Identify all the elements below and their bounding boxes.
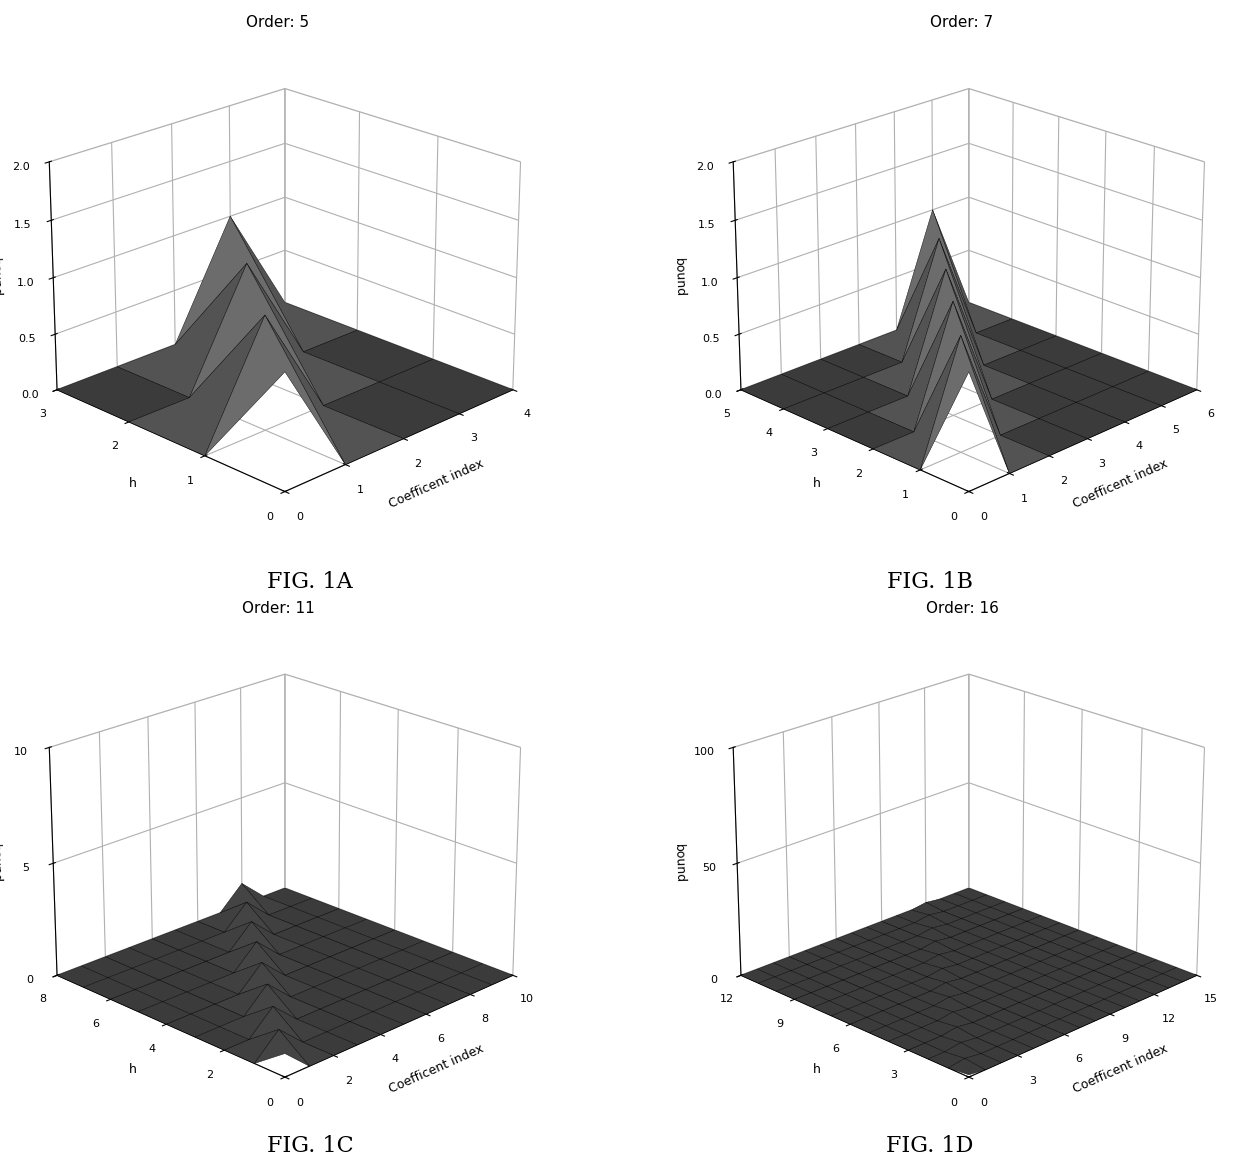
Y-axis label: h: h [129,1063,138,1076]
Text: FIG. 1C: FIG. 1C [267,1135,353,1157]
Text: FIG. 1A: FIG. 1A [267,571,353,593]
Title: Order: 5: Order: 5 [247,15,310,31]
X-axis label: Coefficent index: Coefficent index [1071,1042,1169,1096]
Title: Order: 7: Order: 7 [930,15,993,31]
X-axis label: Coefficent index: Coefficent index [387,457,486,510]
X-axis label: Coefficent index: Coefficent index [387,1042,486,1096]
Title: Order: 11: Order: 11 [242,600,315,616]
Y-axis label: h: h [813,477,821,490]
Y-axis label: h: h [813,1063,821,1076]
Title: Order: 16: Order: 16 [925,600,998,616]
Y-axis label: h: h [129,477,138,490]
Text: FIG. 1B: FIG. 1B [887,571,973,593]
Text: FIG. 1D: FIG. 1D [887,1135,973,1157]
X-axis label: Coefficent index: Coefficent index [1071,457,1169,510]
